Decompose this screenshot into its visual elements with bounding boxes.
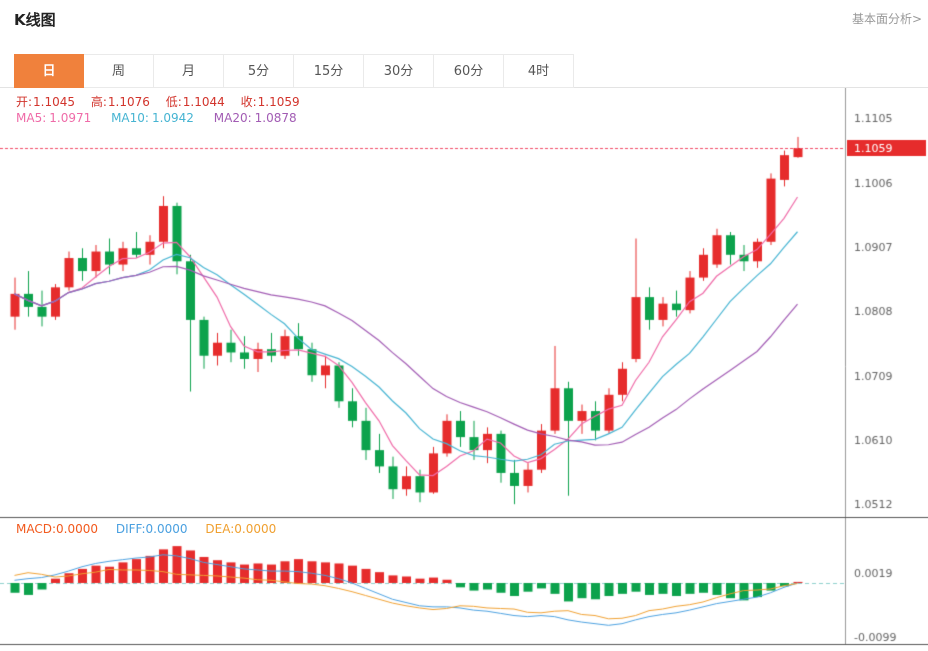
tab-60min[interactable]: 60分	[434, 54, 504, 88]
fundamental-analysis-link[interactable]: 基本面分析>	[851, 12, 922, 26]
chart-area: 开:1.1045 高:1.1076 低:1.1044 收:1.1059 MA5:…	[0, 88, 928, 651]
tab-4hour[interactable]: 4时	[504, 54, 574, 88]
tab-week[interactable]: 周	[84, 54, 154, 88]
tab-day[interactable]: 日	[14, 54, 84, 88]
tab-month[interactable]: 月	[154, 54, 224, 88]
kline-chart-canvas[interactable]	[0, 88, 928, 651]
page-title: K线图	[14, 11, 56, 29]
page-header: K线图 基本面分析>	[0, 0, 928, 40]
tab-5min[interactable]: 5分	[224, 54, 294, 88]
tab-15min[interactable]: 15分	[294, 54, 364, 88]
timeframe-tabs: 日 周 月 5分 15分 30分 60分 4时	[0, 54, 928, 88]
tab-30min[interactable]: 30分	[364, 54, 434, 88]
